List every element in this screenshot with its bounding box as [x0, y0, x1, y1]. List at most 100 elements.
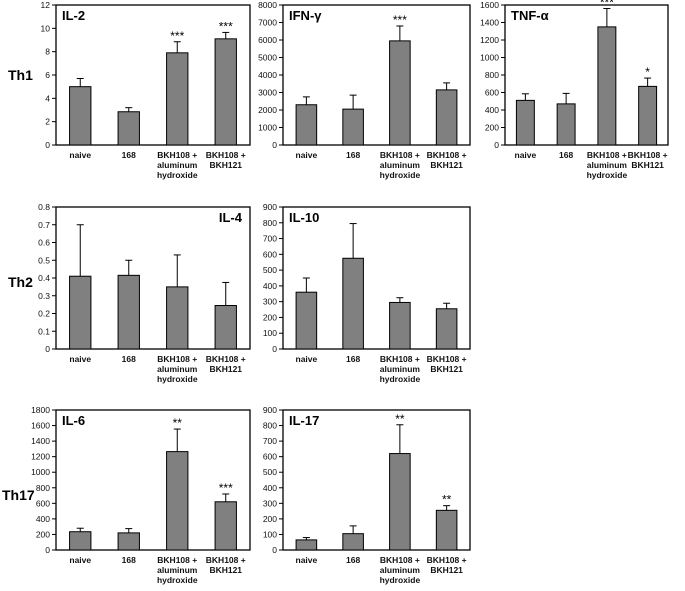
y-tick-label: 1400	[480, 18, 499, 28]
y-tick-label: 500	[263, 265, 277, 275]
x-category-label: aluminum	[380, 364, 421, 374]
y-tick-label: 1000	[480, 53, 499, 63]
y-tick-label: 0	[494, 140, 499, 150]
y-tick-label: 8	[45, 47, 50, 57]
x-category-label: hydroxide	[380, 575, 421, 585]
bar	[556, 103, 576, 146]
bar	[389, 40, 411, 146]
x-category-label: BKH108 +	[587, 150, 627, 160]
significance-marker: **	[395, 412, 405, 426]
chart-title: IL-6	[62, 413, 85, 428]
x-category-label: BKH108 +	[206, 150, 246, 160]
plot-frame	[282, 409, 471, 551]
y-tick-label: 1800	[31, 405, 50, 415]
significance-marker: *	[645, 65, 650, 79]
bar	[166, 286, 189, 350]
y-tick-label: 900	[263, 202, 277, 212]
chart-title: IL-10	[289, 210, 319, 225]
row-label-th17: Th17	[2, 487, 35, 503]
x-category-label: aluminum	[380, 160, 421, 170]
significance-marker: ***	[170, 29, 184, 43]
significance-marker: ***	[600, 0, 614, 10]
x-category-label: BKH108 +	[206, 354, 246, 364]
bar	[295, 539, 318, 551]
y-tick-label: 700	[263, 436, 277, 446]
y-tick-label: 6000	[258, 35, 277, 45]
y-tick-label: 100	[263, 328, 277, 338]
y-tick-label: 600	[263, 249, 277, 259]
x-category-label: aluminum	[587, 160, 628, 170]
x-category-label: BKH108 +	[380, 150, 420, 160]
x-category-label: BKH108 +	[427, 555, 467, 565]
x-category-label: BKH121	[430, 364, 463, 374]
y-tick-label: 400	[485, 105, 499, 115]
bar	[515, 99, 535, 146]
x-category-label: BKH121	[430, 160, 463, 170]
y-tick-label: 600	[485, 88, 499, 98]
chart-panel-ifn-: 0 1000 2000 3000 4000 5000 6000 7000 8000 naive 16…	[258, 0, 471, 180]
y-tick-label: 0.6	[38, 238, 50, 248]
x-category-label: BKH108 +	[157, 555, 197, 565]
x-category-label: naive	[69, 354, 91, 364]
chart-title: IFN-γ	[289, 8, 322, 23]
y-tick-label: 2	[45, 117, 50, 127]
y-tick-label: 7000	[258, 18, 277, 28]
y-tick-label: 2000	[258, 105, 277, 115]
x-category-label: BKH108 +	[157, 354, 197, 364]
chart-title: IL-17	[289, 413, 319, 428]
bar	[214, 305, 237, 350]
significance-marker: ***	[219, 481, 233, 495]
significance-marker: ***	[219, 19, 233, 33]
bar	[214, 38, 237, 146]
bar	[435, 509, 458, 551]
y-tick-label: 700	[263, 234, 277, 244]
x-category-label: naive	[69, 555, 91, 565]
y-tick-label: 10	[41, 23, 51, 33]
y-tick-label: 200	[485, 123, 499, 133]
bar	[117, 111, 140, 146]
x-category-label: naive	[515, 150, 537, 160]
x-category-label: BKH108 +	[380, 555, 420, 565]
y-tick-label: 1000	[31, 467, 50, 477]
x-category-label: hydroxide	[157, 170, 198, 180]
chart-title: TNF-α	[511, 8, 549, 23]
bar	[117, 274, 140, 350]
x-category-label: 168	[346, 150, 360, 160]
y-tick-label: 12	[41, 0, 51, 10]
y-tick-label: 0.2	[38, 309, 50, 319]
x-category-label: BKH121	[209, 160, 242, 170]
bar	[435, 89, 458, 146]
x-category-label: hydroxide	[380, 374, 421, 384]
y-tick-label: 0.3	[38, 291, 50, 301]
y-tick-label: 4000	[258, 70, 277, 80]
x-category-label: naive	[296, 354, 318, 364]
x-category-label: hydroxide	[157, 575, 198, 585]
bar	[295, 291, 318, 350]
row-label-th2: Th2	[8, 274, 33, 290]
y-tick-label: 0	[45, 140, 50, 150]
x-category-label: hydroxide	[587, 170, 628, 180]
x-category-label: aluminum	[157, 160, 198, 170]
x-category-label: BKH108 +	[206, 555, 246, 565]
x-category-label: 168	[559, 150, 573, 160]
y-tick-label: 300	[263, 297, 277, 307]
bar	[166, 451, 189, 551]
y-tick-label: 0.7	[38, 220, 50, 230]
y-tick-label: 1400	[31, 436, 50, 446]
x-category-label: 168	[122, 555, 136, 565]
x-category-label: BKH108 +	[380, 354, 420, 364]
y-tick-label: 400	[36, 514, 50, 524]
bar	[389, 301, 411, 350]
significance-marker: **	[173, 416, 183, 430]
x-category-label: aluminum	[157, 565, 198, 575]
y-tick-label: 3000	[258, 88, 277, 98]
x-category-label: BKH108 +	[427, 150, 467, 160]
y-tick-label: 600	[263, 452, 277, 462]
x-category-label: naive	[296, 555, 318, 565]
y-tick-label: 300	[263, 498, 277, 508]
y-tick-label: 100	[263, 529, 277, 539]
y-tick-label: 1600	[31, 421, 50, 431]
y-tick-label: 0.1	[38, 326, 50, 336]
